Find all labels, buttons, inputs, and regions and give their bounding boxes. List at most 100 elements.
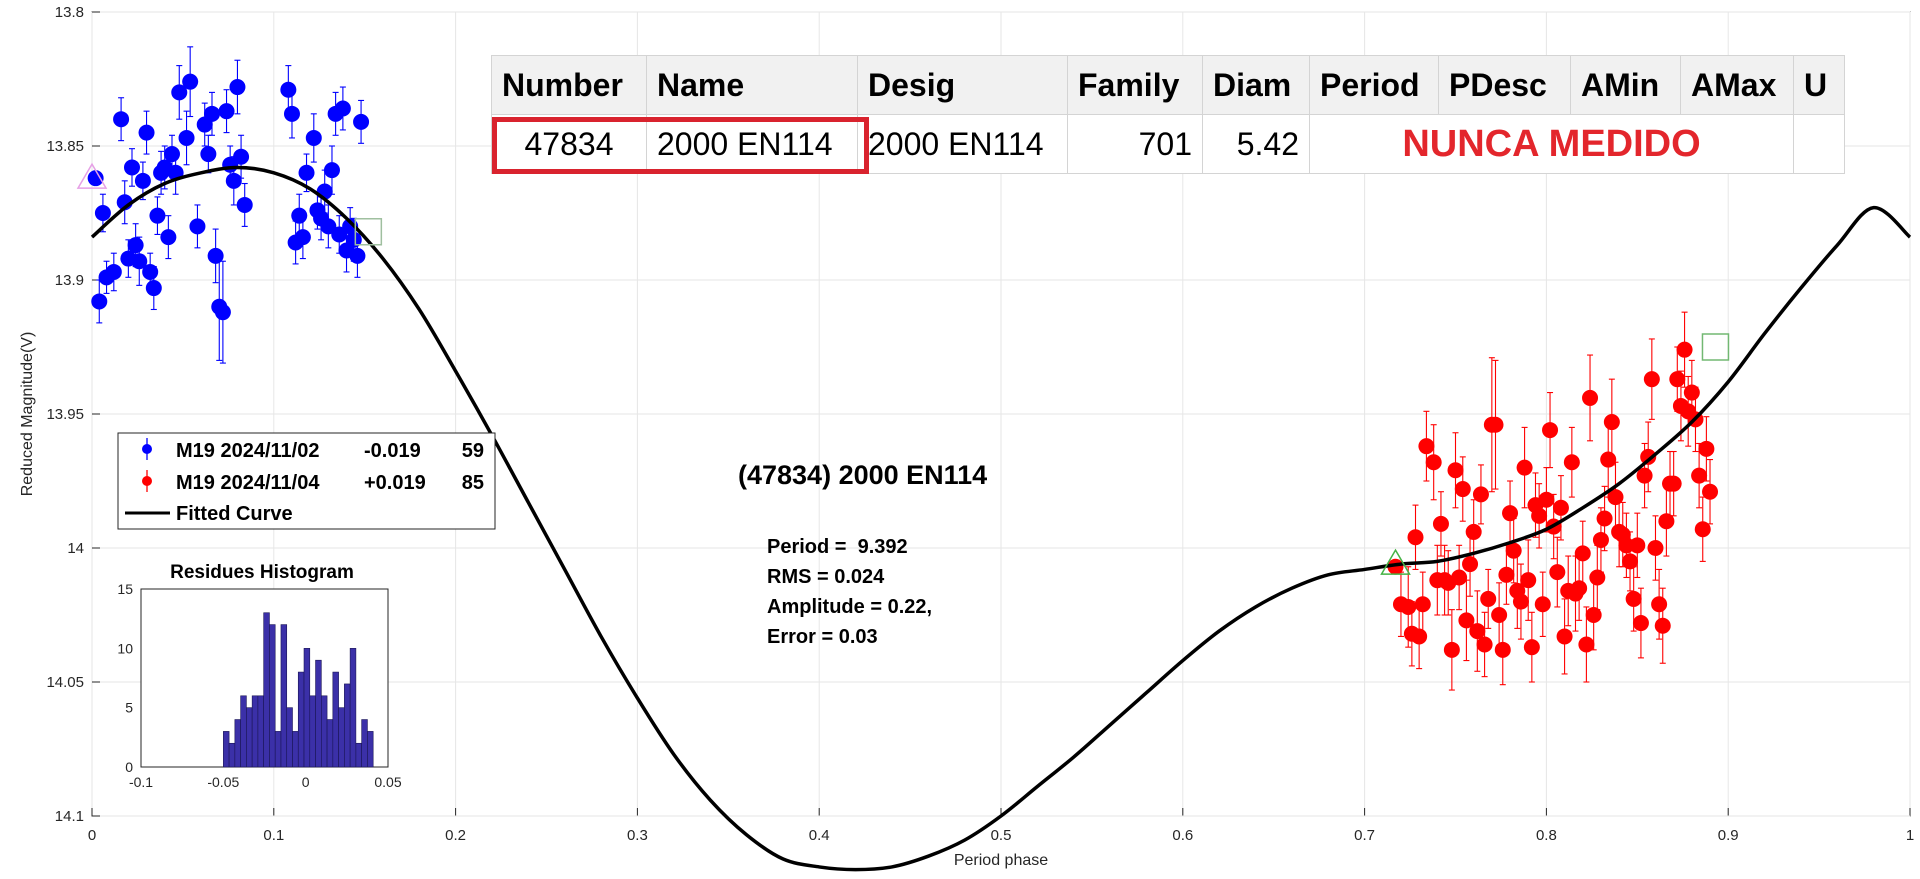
histogram-bar [257, 695, 264, 768]
histogram-bar [326, 719, 334, 768]
red-data-point [1502, 505, 1519, 522]
series-red [1387, 311, 1719, 691]
blue-data-point [123, 159, 140, 176]
blue-data-point [163, 146, 180, 163]
red-data-point [1451, 569, 1468, 586]
table-row: 47834 2000 EN114 2000 EN114 701 5.42 NUN… [491, 114, 1845, 174]
histogram-x-tick: 0 [302, 774, 310, 790]
col-pdesc: PDesc [1438, 55, 1571, 115]
col-amax: AMax [1680, 55, 1794, 115]
legend: M19 2024/11/02 -0.019 59 M19 2024/11/04 … [117, 432, 496, 530]
red-data-point [1465, 523, 1482, 540]
x-tick-label: 0.1 [263, 827, 284, 844]
histogram-bar [246, 707, 253, 768]
chart-title: (47834) 2000 EN114 [738, 460, 987, 490]
blue-data-point [334, 100, 351, 117]
histogram-bar [240, 695, 247, 768]
stats-block: Period = 9.392 RMS = 0.024 Amplitude = 0… [767, 536, 932, 648]
fitted-curve [90, 165, 1912, 872]
y-tick-label: 13.85 [46, 138, 84, 155]
red-data-point [1596, 510, 1613, 527]
histogram-bar [274, 731, 282, 768]
blue-data-point [87, 170, 104, 187]
blue-data-point [283, 105, 300, 122]
histogram-bar [297, 671, 305, 768]
red-data-point [1643, 371, 1660, 388]
red-data-point [1549, 564, 1566, 581]
red-data-point [1632, 615, 1649, 632]
histogram-y-tick: 15 [117, 581, 133, 597]
y-tick-label: 14.1 [55, 808, 84, 825]
red-data-point [1669, 371, 1686, 388]
x-axis-label: Period phase [954, 852, 1048, 869]
red-data-point [1676, 341, 1693, 358]
histogram-bar [355, 742, 362, 768]
x-tick-label: 0.2 [445, 827, 466, 844]
red-data-point [1592, 531, 1609, 548]
cell-diam: 5.42 [1202, 114, 1310, 174]
histogram-x-tick: -0.1 [129, 774, 153, 790]
red-data-point [1563, 454, 1580, 471]
red-data-point [1702, 483, 1719, 500]
col-diam: Diam [1202, 55, 1310, 115]
y-tick-label: 13.9 [55, 272, 84, 289]
phase-markers [76, 162, 1730, 575]
blue-data-point [225, 172, 242, 189]
blue-data-point [214, 304, 231, 321]
red-data-point [1629, 537, 1646, 554]
triangle-marker [76, 162, 108, 189]
legend-marker-blue [142, 444, 152, 454]
blue-data-point [298, 164, 315, 181]
blue-data-point [305, 129, 322, 146]
red-data-point [1556, 628, 1573, 645]
x-tick-label: 0.4 [809, 827, 830, 844]
blue-data-point [203, 105, 220, 122]
x-tick-label: 0.3 [627, 827, 648, 844]
red-data-point [1625, 590, 1642, 607]
x-tick-label: 0.8 [1536, 827, 1557, 844]
histogram-bar [280, 624, 288, 768]
stat-error: Error = 0.03 [767, 626, 878, 648]
red-data-point [1487, 416, 1504, 433]
red-data-point [1658, 513, 1675, 530]
red-data-point [1571, 580, 1588, 597]
red-data-point [1538, 491, 1555, 508]
red-data-point [1691, 467, 1708, 484]
blue-data-point [294, 229, 311, 246]
col-period: Period [1309, 55, 1439, 115]
y-tick-labels: 13.8 13.85 13.9 13.95 14 14.05 14.1 [46, 4, 84, 825]
red-data-point [1654, 617, 1671, 634]
red-data-point [1698, 440, 1715, 457]
red-data-point [1640, 448, 1657, 465]
blue-data-point [323, 162, 340, 179]
y-tick-label: 13.8 [55, 4, 84, 21]
histogram-bar [332, 671, 339, 768]
red-data-point [1531, 507, 1548, 524]
blue-data-point [353, 113, 370, 130]
blue-data-point [182, 73, 199, 90]
stat-rms: RMS = 0.024 [767, 566, 885, 588]
red-data-point [1407, 529, 1424, 546]
y-tick-label: 13.95 [46, 406, 84, 423]
red-data-point [1585, 607, 1602, 623]
red-data-point [1516, 459, 1533, 476]
red-data-point [1589, 569, 1606, 586]
histogram-bar [315, 659, 322, 768]
legend-offset-1: -0.019 [364, 440, 421, 462]
red-data-point [1476, 636, 1493, 653]
histogram-y-tick: 0 [125, 759, 133, 775]
asteroid-info-table: Number Name Desig Family Diam Period PDe… [491, 55, 1845, 174]
col-amin: AMin [1570, 55, 1681, 115]
y-tick-label: 14 [67, 540, 84, 557]
red-data-point [1458, 612, 1475, 629]
histogram-bar [223, 731, 230, 768]
histogram-bar [361, 719, 368, 768]
legend-session-1: M19 2024/11/02 [176, 440, 319, 462]
red-data-point [1534, 596, 1551, 613]
blue-data-point [113, 111, 130, 128]
red-data-point [1647, 540, 1664, 556]
cell-note: NUNCA MEDIDO [1309, 114, 1794, 174]
histogram-bar [349, 648, 357, 768]
cell-desig: 2000 EN114 [857, 114, 1068, 174]
y-tick-label: 14.05 [46, 674, 84, 691]
